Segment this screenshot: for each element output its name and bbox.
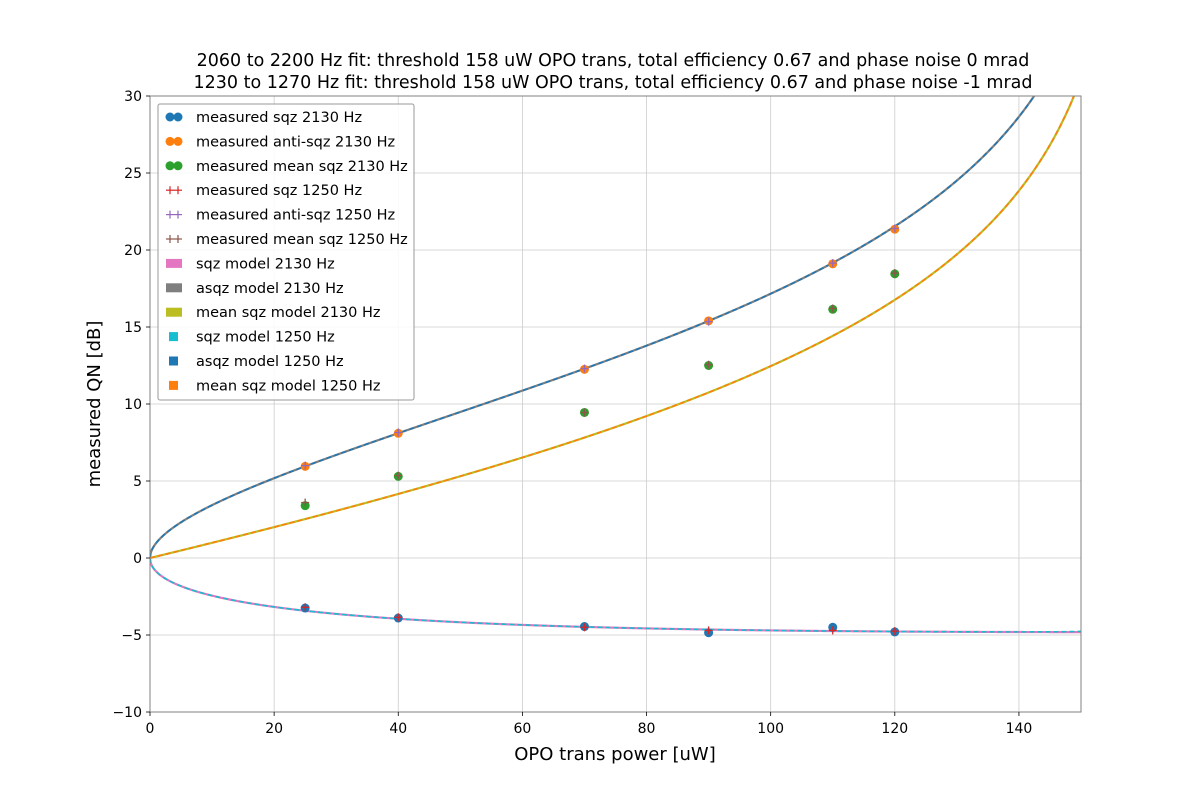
legend-entry: mean sqz model 2130 Hz [166, 305, 381, 321]
legend-entry: mean sqz model 1250 Hz [169, 378, 381, 394]
legend-swatch [169, 356, 178, 366]
y-tick-label: 5 [133, 474, 142, 490]
x-tick-label: 40 [389, 721, 407, 737]
y-tick-label: 25 [124, 166, 142, 182]
point-measured-mean-sqz-1250-Hz [580, 408, 589, 417]
x-tick-label: 100 [757, 721, 784, 737]
point-measured-mean-sqz-1250-Hz [890, 269, 899, 278]
model-line-mean-sqz-model-1250-Hz [150, 96, 1075, 559]
axis-ticks: 0 20 40 60 80 100 120 140 −10 −5 0 5 10 15 20 25 30 [112, 89, 1032, 737]
point-measured-mean-sqz-1250-Hz [828, 304, 837, 313]
point-measured-mean-sqz-1250-Hz [394, 471, 403, 480]
point-measured-sqz-1250-Hz [394, 613, 403, 622]
legend-entry: measured mean sqz 1250 Hz [166, 232, 408, 248]
point-measured-anti-sqz-1250-Hz [704, 317, 713, 326]
point-measured-anti-sqz-1250-Hz [301, 461, 310, 470]
data-points [300, 224, 900, 638]
legend-entry: measured mean sqz 2130 Hz [165, 159, 408, 175]
x-tick-label: 120 [881, 721, 908, 737]
legend-entry: measured anti-sqz 1250 Hz [166, 208, 395, 224]
legend-label: measured sqz 1250 Hz [196, 183, 362, 199]
legend-label: mean sqz model 2130 Hz [196, 305, 381, 321]
legend-entry: measured sqz 1250 Hz [166, 183, 362, 199]
legend-marker [173, 112, 183, 122]
legend-entry: asqz model 2130 Hz [166, 281, 344, 297]
point-measured-sqz-1250-Hz [301, 603, 310, 612]
legend-label: mean sqz model 1250 Hz [196, 378, 381, 394]
point-measured-sqz-1250-Hz [890, 627, 899, 636]
legend-entry: sqz model 2130 Hz [166, 256, 335, 272]
legend-entry: asqz model 1250 Hz [169, 354, 344, 370]
legend-swatch [166, 283, 182, 293]
point-measured-anti-sqz-1250-Hz [890, 224, 899, 233]
legend: measured sqz 2130 Hz measured anti-sqz 21… [157, 103, 415, 401]
chart-title-line-1: 2060 to 2200 Hz fit: threshold 158 uW OP… [197, 51, 1030, 71]
y-tick-label: −10 [112, 705, 142, 721]
legend-marker [173, 161, 183, 171]
legend-entry: measured anti-sqz 2130 Hz [165, 134, 395, 150]
legend-label: measured anti-sqz 2130 Hz [196, 134, 395, 150]
legend-marker [173, 136, 183, 146]
legend-label: asqz model 1250 Hz [196, 354, 344, 370]
point-measured-sqz-1250-Hz [704, 626, 713, 635]
legend-box [157, 103, 415, 401]
x-tick-label: 80 [638, 721, 656, 737]
y-tick-label: 30 [124, 89, 142, 105]
legend-label: measured sqz 2130 Hz [196, 110, 362, 126]
x-tick-label: 20 [265, 721, 283, 737]
x-tick-label: 60 [513, 721, 531, 737]
legend-entry: sqz model 1250 Hz [169, 330, 335, 346]
legend-marker [165, 112, 175, 122]
point-measured-mean-sqz-1250-Hz [704, 360, 713, 369]
y-tick-label: 15 [124, 320, 142, 336]
x-tick-label: 0 [146, 721, 155, 737]
point-measured-anti-sqz-1250-Hz [828, 259, 837, 268]
x-axis-label: OPO trans power [uW] [514, 744, 716, 765]
point-measured-sqz-1250-Hz [580, 623, 589, 632]
point-measured-sqz-1250-Hz [828, 626, 837, 635]
point-measured-anti-sqz-1250-Hz [580, 364, 589, 373]
y-axis-label: measured QN [dB] [84, 321, 105, 488]
legend-entry: measured sqz 2130 Hz [165, 110, 362, 126]
y-tick-label: 0 [133, 551, 142, 567]
point-measured-mean-sqz-1250-Hz [301, 498, 310, 507]
legend-label: asqz model 2130 Hz [196, 281, 344, 297]
legend-marker [165, 161, 175, 171]
chart-title-line-2: 1230 to 1270 Hz fit: threshold 158 uW OP… [194, 73, 1033, 93]
legend-swatch [166, 258, 182, 268]
legend-label: sqz model 1250 Hz [196, 330, 335, 346]
legend-swatch [169, 380, 178, 390]
y-tick-label: −5 [121, 628, 142, 644]
x-tick-label: 140 [1006, 721, 1033, 737]
legend-swatch [166, 307, 182, 317]
point-measured-anti-sqz-1250-Hz [394, 428, 403, 437]
legend-marker [165, 136, 175, 146]
legend-label: measured mean sqz 2130 Hz [196, 159, 408, 175]
legend-label: sqz model 2130 Hz [196, 256, 335, 272]
legend-label: measured anti-sqz 1250 Hz [196, 208, 395, 224]
y-tick-label: 10 [124, 397, 142, 413]
legend-swatch [169, 332, 178, 342]
y-tick-label: 20 [124, 243, 142, 259]
legend-label: measured mean sqz 1250 Hz [196, 232, 408, 248]
